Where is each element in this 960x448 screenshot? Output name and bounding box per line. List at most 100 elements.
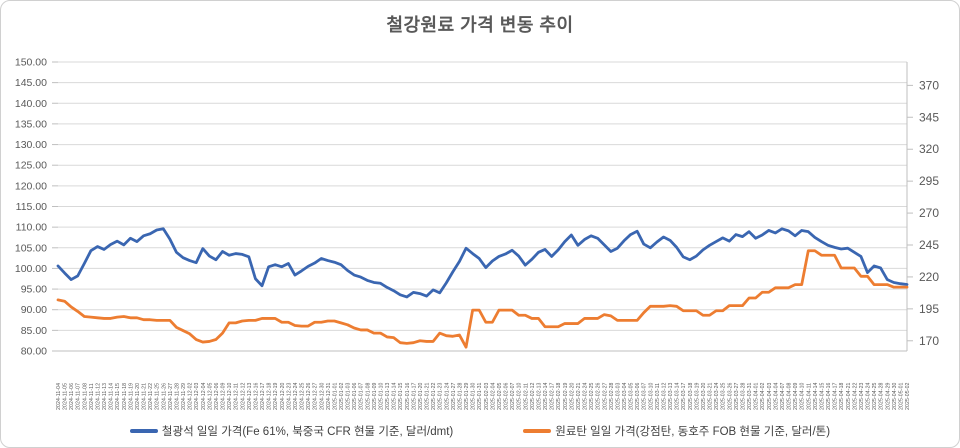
x-axis-date-label: 2024-12-11 [234, 383, 240, 410]
x-axis-date-label: 2025-02-05 [497, 382, 503, 410]
x-axis-date-label: 2025-03-24 [714, 382, 720, 410]
x-axis-date-label: 2025-04-04 [773, 382, 779, 410]
x-axis-date-label: 2024-11-07 [76, 383, 82, 410]
x-axis-date-label: 2025-04-21 [846, 382, 852, 410]
x-axis-date-label: 2025-04-17 [833, 382, 839, 410]
x-axis-date-label: 2025-01-14 [392, 382, 398, 410]
y-axis-left-label: 95.00 [21, 284, 47, 296]
x-axis-date-label: 2025-01-13 [385, 382, 391, 410]
y-axis-right-label: 370 [919, 78, 939, 92]
y-axis-right-label: 220 [919, 270, 939, 284]
x-axis-date-label: 2025-02-28 [609, 382, 615, 410]
x-axis-date-label: 2025-01-15 [398, 382, 404, 410]
x-axis-date-label: 2025-01-21 [425, 382, 431, 410]
x-axis-date-label: 2025-05-01 [898, 382, 904, 410]
x-axis-date-label: 2025-01-31 [477, 382, 483, 410]
x-axis-date-label: 2024-11-28 [174, 383, 180, 410]
x-axis-date-label: 2024-12-19 [273, 382, 279, 410]
x-axis-date-label: 2024-11-26 [161, 383, 167, 410]
y-axis-left-label: 85.00 [21, 325, 47, 337]
x-axis-date-label: 2024-12-20 [280, 382, 286, 410]
x-axis-date-label: 2025-01-16 [405, 382, 411, 410]
x-axis-date-label: 2025-04-23 [859, 382, 865, 410]
y-axis-right-label: 270 [919, 206, 939, 220]
x-axis-date-label: 2025-01-23 [438, 382, 444, 410]
y-axis-right-label: 320 [919, 142, 939, 156]
x-axis-date-label: 2024-11-11 [89, 383, 95, 410]
x-axis-date-label: 2025-01-20 [418, 382, 424, 410]
x-axis-date-label: 2025-03-13 [668, 382, 674, 410]
x-axis-date-label: 2024-12-05 [207, 382, 213, 410]
x-axis-date-label: 2024-11-08 [82, 383, 88, 410]
y-axis-right-label: 295 [919, 174, 939, 188]
x-axis-date-label: 2025-04-09 [793, 382, 799, 410]
x-axis-date-label: 2025-03-10 [648, 382, 654, 410]
x-axis-date-label: 2024-11-05 [63, 383, 69, 410]
y-axis-right-label: 345 [919, 110, 939, 124]
x-axis-date-label: 2024-11-19 [128, 383, 134, 410]
x-axis-date-label: 2024-11-18 [122, 383, 128, 410]
x-axis-date-label: 2024-12-16 [253, 382, 259, 410]
x-axis-date-label: 2025-01-08 [365, 382, 371, 410]
x-axis-date-label: 2025-04-18 [839, 382, 845, 410]
x-axis-date-label: 2024-11-22 [148, 383, 154, 410]
x-axis-date-label: 2024-11-25 [155, 383, 161, 410]
x-axis-date-label: 2025-01-06 [352, 382, 358, 410]
x-axis-date-label: 2025-03-06 [635, 382, 641, 410]
legend-item-iron-ore: 철광석 일일 가격(Fe 61%, 북중국 CFR 현물 기준, 달러/dmt) [129, 423, 454, 439]
y-axis-left-label: 115.00 [16, 201, 47, 213]
x-axis-date-label: 2025-02-19 [563, 382, 569, 410]
x-axis-date-label: 2025-01-22 [431, 382, 437, 410]
legend-label-iron-ore: 철광석 일일 가격(Fe 61%, 북중국 CFR 현물 기준, 달러/dmt) [161, 426, 454, 438]
x-axis-date-label: 2025-05-02 [905, 382, 911, 410]
legend: 철광석 일일 가격(Fe 61%, 북중국 CFR 현물 기준, 달러/dmt)… [1, 423, 959, 439]
x-axis-date-label: 2025-02-26 [596, 382, 602, 410]
x-axis-date-label: 2025-03-28 [740, 382, 746, 410]
x-axis-date-label: 2025-03-03 [615, 382, 621, 410]
x-axis-date-label: 2024-12-02 [188, 382, 194, 410]
x-axis-date-label: 2025-04-28 [879, 382, 885, 410]
x-axis-date-label: 2025-03-11 [655, 383, 661, 410]
x-axis-date-label: 2025-03-17 [681, 382, 687, 410]
x-axis-date-label: 2025-02-04 [490, 382, 496, 410]
x-axis-date-label: 2025-01-01 [332, 382, 338, 410]
x-axis-date-label: 2025-01-10 [378, 382, 384, 410]
x-axis-date-label: 2025-03-05 [629, 382, 635, 410]
x-axis-date-label: 2025-01-28 [457, 382, 463, 410]
x-axis-date-label: 2025-04-24 [866, 382, 872, 410]
coking-coal-line-swatch-icon [523, 429, 552, 433]
x-axis-date-label: 2024-12-31 [326, 382, 332, 410]
x-axis-date-label: 2025-01-02 [339, 382, 345, 410]
x-axis-date-label: 2025-03-26 [727, 382, 733, 410]
x-axis-date-label: 2025-04-15 [819, 382, 825, 410]
x-axis-date-label: 2025-03-07 [642, 382, 648, 410]
x-axis-date-label: 2025-01-24 [444, 382, 450, 410]
x-axis-date-label: 2025-03-25 [721, 382, 727, 410]
x-axis-date-label: 2024-12-10 [227, 382, 233, 410]
x-axis-date-label: 2025-02-11 [523, 383, 529, 410]
x-axis-date-label: 2025-02-25 [589, 382, 595, 410]
x-axis-date-label: 2025-02-27 [602, 382, 608, 410]
x-axis-date-label: 2024-12-24 [293, 382, 299, 410]
x-axis-date-label: 2025-04-10 [800, 382, 806, 410]
x-axis-date-label: 2025-04-25 [872, 382, 878, 410]
x-axis-date-label: 2025-01-07 [359, 382, 365, 410]
x-axis-date-label: 2025-01-03 [346, 382, 352, 410]
legend-label-coking-coal: 원료탄 일일 가격(강점탄, 동호주 FOB 현물 기준, 달러/톤) [555, 426, 831, 438]
x-axis-date-label: 2025-04-30 [892, 382, 898, 410]
y-axis-left-label: 100.00 [15, 263, 47, 275]
x-axis-date-label: 2025-04-03 [767, 382, 773, 410]
x-axis-date-label: 2025-03-27 [734, 382, 740, 410]
x-axis-date-label: 2025-04-11 [806, 383, 812, 410]
x-axis-date-label: 2025-02-07 [510, 382, 516, 410]
x-axis-date-label: 2025-03-18 [688, 382, 694, 410]
x-axis-date-label: 2025-02-21 [576, 382, 582, 410]
y-axis-left-label: 105.00 [15, 242, 47, 254]
x-axis-date-label: 2024-12-17 [260, 382, 266, 410]
x-axis-date-label: 2024-11-04 [56, 383, 62, 410]
x-axis-date-label: 2024-12-03 [194, 382, 200, 410]
x-axis-date-label: 2025-03-04 [622, 382, 628, 410]
x-axis-date-label: 2025-03-31 [747, 382, 753, 410]
x-axis-date-label: 2025-02-12 [530, 382, 536, 410]
